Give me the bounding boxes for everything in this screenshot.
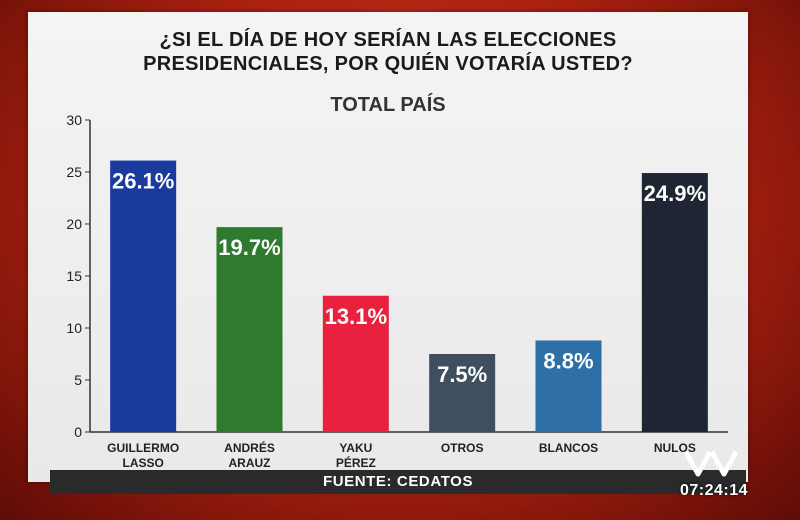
clock-readout: 07:24:14 — [679, 482, 748, 499]
x-category-label: BLANCOS — [539, 441, 598, 455]
y-tick-label: 20 — [66, 216, 82, 232]
y-tick-label: 30 — [66, 112, 82, 128]
chart-panel: ¿SI EL DÍA DE HOY SERÍAN LAS ELECCIONES … — [28, 12, 748, 482]
bar-value-label: 8.8% — [543, 348, 593, 373]
bar-chart: 0 5 10 15 20 25 30 26.1% GUILLERMO LASSO 19.7% ANDR… — [66, 112, 728, 470]
bar — [641, 173, 708, 433]
y-tick-label: 0 — [74, 424, 82, 440]
chart-subtitle: TOTAL PAÍS — [330, 94, 446, 116]
source-bar: FUENTE: CEDATOS — [50, 470, 746, 494]
bar — [216, 227, 283, 432]
y-tick-label: 25 — [66, 164, 82, 180]
chart-title: ¿SI EL DÍA DE HOY SERÍAN LAS ELECCIONES … — [143, 29, 633, 75]
source-text: FUENTE: CEDATOS — [322, 473, 474, 490]
bar-value-label: 24.9% — [644, 181, 706, 206]
bar — [322, 295, 389, 432]
y-tick-label: 15 — [66, 268, 82, 284]
bar-value-label: 19.7% — [218, 235, 280, 260]
bar — [535, 340, 602, 432]
bar-value-label: 13.1% — [325, 304, 387, 329]
bar-value-label: 7.5% — [437, 362, 487, 387]
channel-logo — [683, 450, 739, 477]
x-category-label: ANDRÉS ARAUZ — [224, 440, 275, 470]
x-category-label: OTROS — [441, 441, 484, 455]
y-tick-label: 5 — [74, 372, 82, 388]
x-category-label: NULOS — [654, 441, 696, 455]
bar-value-label: 26.1% — [112, 169, 174, 194]
y-tick-label: 10 — [66, 320, 82, 336]
x-category-label: GUILLERMO LASSO — [107, 441, 179, 470]
bar — [429, 354, 496, 432]
bar — [110, 160, 177, 432]
x-category-label: YAKU PÉREZ — [336, 441, 376, 470]
